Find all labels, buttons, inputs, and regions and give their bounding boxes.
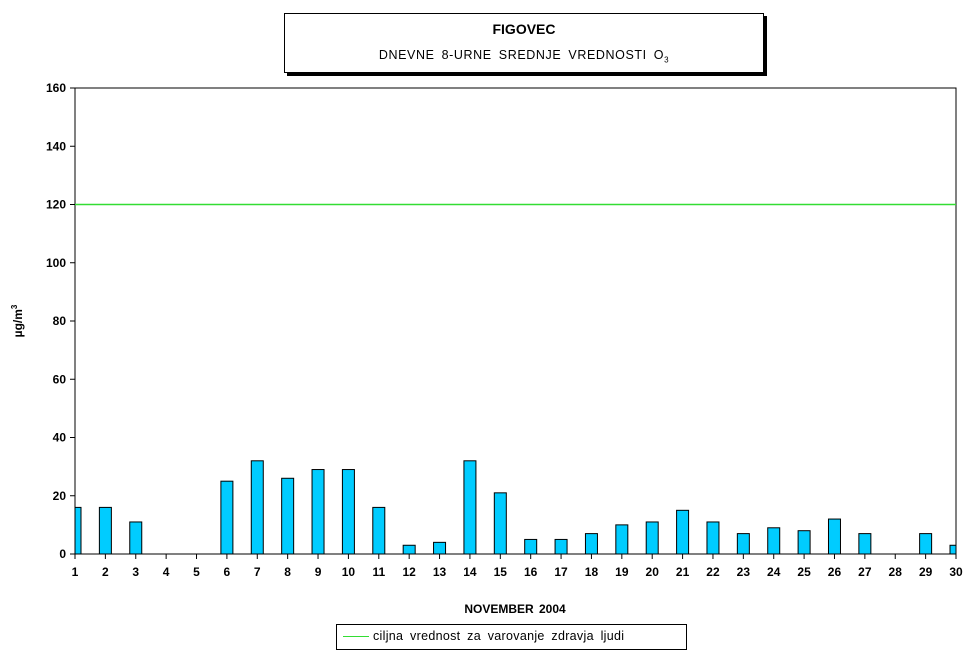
x-tick-label: 2 [102,565,109,579]
x-tick-label: 8 [284,565,291,579]
x-tick-label: 4 [163,565,170,579]
x-tick-label: 17 [554,565,568,579]
bar [584,533,598,555]
y-tick-label: 40 [53,431,67,445]
plot-area [74,87,957,555]
bar [645,521,659,555]
y-tick-label: 80 [53,314,67,328]
x-tick-label: 19 [615,565,629,579]
x-tick-label: 29 [919,565,933,579]
bar [949,544,957,555]
bar [74,506,82,555]
bar [341,469,355,555]
bar [554,538,568,555]
y-tick-label: 160 [46,81,66,95]
x-tick-label: 18 [585,565,599,579]
bar [433,541,447,555]
bar [706,521,720,555]
y-tick-label: 0 [59,547,66,561]
x-tick-label: 15 [494,565,508,579]
bar [615,524,629,555]
bar [858,533,872,555]
y-tick-label: 60 [53,372,67,386]
y-tick-label: 140 [46,139,66,153]
y-axis-label-text: µg/m [11,309,25,337]
bar [311,469,325,555]
legend-label: ciljna vrednost za varovanje zdravja lju… [373,629,625,643]
x-tick-label: 20 [646,565,660,579]
chart-title: FIGOVEC [492,21,556,37]
bar [827,518,841,555]
bar [372,506,386,555]
chart-subtitle: DNEVNE 8-URNE SREDNJE VREDNOSTI O3 [285,48,763,65]
bar [676,509,690,555]
bar [98,506,112,555]
bar [402,544,416,555]
bar [493,492,507,555]
bar [919,533,933,555]
x-tick-label: 13 [433,565,447,579]
x-tick-label: 25 [797,565,811,579]
x-tick-label: 1 [72,565,79,579]
x-tick-label: 7 [254,565,261,579]
y-axis-label-superscript: 3 [10,304,19,309]
x-tick-label: 21 [676,565,690,579]
x-axis-label: NOVEMBER 2004 [464,602,566,616]
bar [250,460,264,555]
x-tick-label: 14 [463,565,477,579]
legend: ciljna vrednost za varovanje zdravja lju… [336,624,687,650]
x-tick-label: 27 [858,565,872,579]
x-tick-label: 16 [524,565,538,579]
x-tick-label: 28 [889,565,903,579]
bar [463,460,477,555]
bar [767,527,781,555]
chart-subtitle-subscript: 3 [664,55,670,65]
y-axis-label: µg/m3 [10,304,25,337]
x-tick-label: 11 [372,565,385,579]
bar [736,533,750,555]
x-tick-label: 22 [706,565,720,579]
bar [129,521,143,555]
bar-chart: µg/m3 NOVEMBER 2004 02040608010012014016… [10,81,963,616]
x-tick-label: 6 [224,565,231,579]
x-tick-label: 9 [315,565,322,579]
x-tick-label: 10 [342,565,356,579]
x-tick-label: 30 [949,565,963,579]
y-tick-label: 100 [46,256,66,270]
bar [524,538,538,555]
x-tick-label: 24 [767,565,781,579]
x-tick-label: 3 [132,565,139,579]
bar [281,477,295,555]
legend-line-swatch [343,636,369,637]
x-tick-label: 26 [828,565,842,579]
y-tick-label: 120 [46,198,66,212]
bar [220,480,234,555]
chart-subtitle-text: DNEVNE 8-URNE SREDNJE VREDNOSTI O [378,48,665,62]
x-tick-label: 12 [402,565,416,579]
bar [797,530,811,555]
chart-title-box: FIGOVEC DNEVNE 8-URNE SREDNJE VREDNOSTI … [284,13,764,73]
y-tick-label: 20 [53,489,67,503]
x-tick-label: 23 [737,565,751,579]
x-tick-label: 5 [193,565,200,579]
